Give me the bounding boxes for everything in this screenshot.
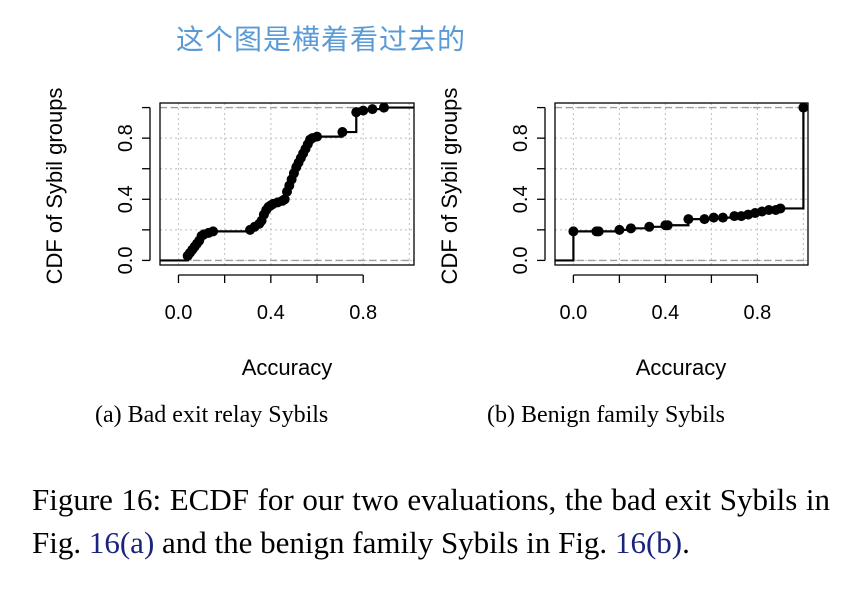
ecdf-step-line [555,106,808,262]
data-point [717,212,728,223]
chart-panel-b: 0.0 0.4 0.8 Accuracy 0.0 0.4 0.8 CDF of Sybil g… [437,88,809,380]
y-tick-label: 0.4 [115,185,137,213]
data-point [775,203,786,214]
figure-caption: Figure 16: ECDF for our two evaluations,… [32,478,830,564]
data-point [662,220,673,231]
y-tick-label: 0.8 [510,124,532,152]
y-tick-label: 0.0 [510,247,532,275]
data-point [699,214,710,225]
y-tick-label: 0.4 [510,185,532,213]
y-tick-label: 0.0 [115,247,137,275]
y-axis: 0.0 0.4 0.8 [510,106,546,275]
data-point [358,105,369,116]
x-tick-label: 0.4 [257,302,285,324]
data-point [614,224,625,235]
data-point [367,104,378,115]
data-point [279,194,290,205]
plot-frame [159,102,415,266]
caption-text-2: and the benign family Sybils in Fig. [154,525,615,560]
data-point [798,102,809,113]
x-tick-label: 0.0 [559,302,587,324]
figure-ref-b[interactable]: 16(b) [614,525,683,560]
data-point [644,221,655,232]
subcaption-b: (b) Benign family Sybils [487,402,725,428]
x-tick-label: 0.0 [165,302,193,324]
x-axis: 0.0 0.4 0.8 [559,274,771,324]
x-axis-title: Accuracy [242,355,332,380]
handwritten-note: 这个图是横着看过去的 [176,23,467,56]
ecdf-figure: 0.0 0.4 0.8 Accuracy 0.0 0.4 0.8 CDF of Sybil g… [42,88,809,380]
data-point [593,226,604,237]
y-tick-label: 0.8 [115,124,137,152]
data-point [312,131,323,142]
data-point [708,212,719,223]
subcaption-a: (a) Bad exit relay Sybils [95,402,329,428]
data-point [729,211,740,222]
y-axis-title: CDF of Sybil groups [42,88,67,285]
caption-text-3: . [682,525,690,560]
chart-panel-a: 0.0 0.4 0.8 Accuracy 0.0 0.4 0.8 CDF of Sybil g… [42,88,415,380]
data-point [763,204,774,215]
figure-ref-a[interactable]: 16(a) [88,525,155,560]
data-point [625,223,636,234]
data-point [378,102,389,113]
x-tick-label: 0.8 [743,302,771,324]
caption-text-1: Figure 16: ECDF for our two evaluations,… [32,482,830,560]
data-point [568,226,579,237]
x-axis: 0.0 0.4 0.8 [165,274,377,324]
data-point [337,127,348,138]
data-point [208,226,219,237]
y-axis-title: CDF of Sybil groups [437,88,462,285]
data-point [683,214,694,225]
y-axis: 0.0 0.4 0.8 [115,106,151,275]
plot-frame [554,102,809,266]
x-axis-title: Accuracy [636,355,726,380]
x-tick-label: 0.4 [651,302,679,324]
x-tick-label: 0.8 [349,302,377,324]
